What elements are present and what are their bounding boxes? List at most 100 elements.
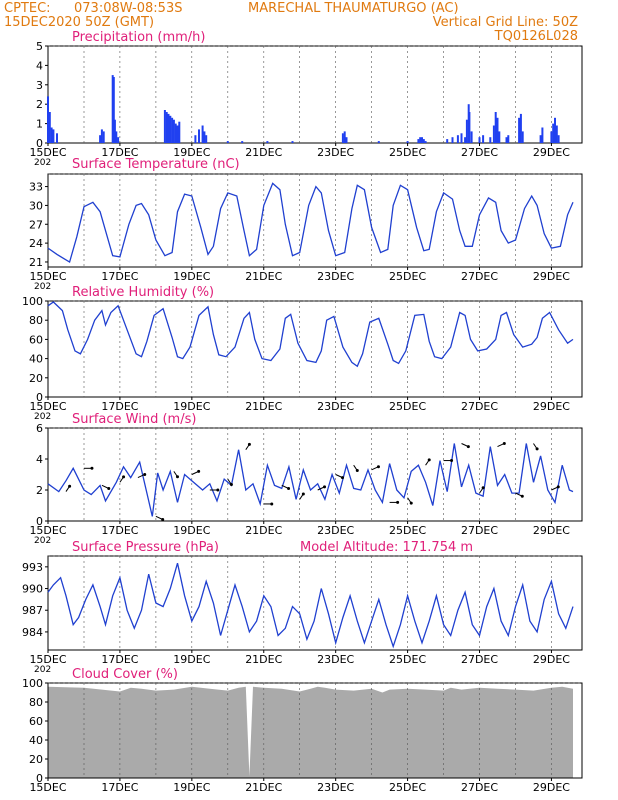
header-label: CPTEC: xyxy=(4,1,51,16)
pressure-title: Surface Pressure (hPa) xyxy=(72,540,219,555)
model-altitude: Model Altitude: 171.754 m xyxy=(300,540,473,555)
precipitation-ytick-label: 5 xyxy=(36,40,43,53)
precipitation-bar xyxy=(521,131,524,143)
wind-xtick-label: 17DEC xyxy=(101,524,138,537)
humidity-xtick-label: 19DEC xyxy=(173,400,210,413)
precipitation-bar xyxy=(341,133,344,143)
precipitation-xtick-label: 19DEC xyxy=(173,146,210,159)
humidity-ytick-label: 20 xyxy=(29,372,43,385)
precipitation-bar xyxy=(377,141,380,143)
wind-arrow-head xyxy=(175,475,179,479)
temperature-ytick-label: 33 xyxy=(29,181,43,194)
precipitation-bar xyxy=(482,135,485,143)
precipitation-bar xyxy=(291,141,294,143)
pressure-year-label: 202 xyxy=(34,665,51,675)
humidity-ytick-label: 80 xyxy=(29,314,43,327)
precipitation-ytick-label: 3 xyxy=(36,79,43,92)
precipitation-bar xyxy=(112,77,115,143)
precipitation-bar xyxy=(494,112,497,143)
precipitation-bar xyxy=(555,125,558,143)
precipitation-bar xyxy=(507,135,510,143)
humidity-xtick-label: 27DEC xyxy=(461,400,498,413)
pressure-xtick-label: 19DEC xyxy=(173,653,210,666)
wind-ytick-label: 4 xyxy=(36,453,43,466)
wind-arrow-head xyxy=(466,445,470,449)
precipitation-bar xyxy=(52,129,55,143)
precipitation-bar xyxy=(48,112,51,143)
precipitation-panel: Precipitation (mm/h) 0 1 2 3 4 5 15DEC 17DEC 19D… xyxy=(29,30,583,168)
cloud-cover-title: Cloud Cover (%) xyxy=(72,667,178,682)
precipitation-ytick-label: 0 xyxy=(36,137,43,150)
precipitation-bar xyxy=(465,119,468,143)
wind-arrow-head xyxy=(301,492,305,496)
wind-arrow-head xyxy=(90,466,94,470)
precipitation-bar xyxy=(241,141,244,143)
precipitation-bar xyxy=(539,135,542,143)
precipitation-bar xyxy=(165,112,168,143)
precipitation-bar xyxy=(50,127,53,143)
precipitation-ytick-label: 1 xyxy=(36,118,43,131)
cloud-cover-xtick-label: 25DEC xyxy=(389,781,426,794)
wind-year-label: 202 xyxy=(34,536,51,546)
pressure-ytick-label: 990 xyxy=(22,583,43,596)
header-coordinates: 073:08W-08:53S xyxy=(74,1,182,16)
wind-series-line xyxy=(47,443,574,517)
precipitation-bar xyxy=(470,131,473,143)
wind-xtick-label: 23DEC xyxy=(317,524,354,537)
humidity-series-line xyxy=(47,301,574,368)
wind-ytick-label: 0 xyxy=(36,515,43,528)
temperature-title: Surface Temperature (nC) xyxy=(72,157,240,172)
header-date: 15DEC2020 50Z (GMT) xyxy=(4,15,154,30)
cloud-cover-xtick-label: 23DEC xyxy=(317,781,354,794)
header-grid-line: Vertical Grid Line: 50Z xyxy=(433,15,578,30)
precipitation-bar xyxy=(163,110,166,143)
precipitation-ytick-label: 4 xyxy=(36,59,43,72)
temperature-xtick-label: 29DEC xyxy=(533,270,570,283)
precipitation-bar xyxy=(47,96,49,143)
precipitation-bar xyxy=(406,141,409,143)
wind-arrow-head xyxy=(556,485,560,489)
wind-arrow-head xyxy=(122,475,126,479)
temperature-ytick-label: 27 xyxy=(29,218,43,231)
precipitation-bar xyxy=(169,115,172,143)
wind-arrow-head xyxy=(197,469,201,473)
precipitation-bar xyxy=(167,113,170,143)
precipitation-bar xyxy=(201,125,204,143)
precipitation-xtick-label: 27DEC xyxy=(461,146,498,159)
precipitation-bar xyxy=(496,117,499,143)
cloud-cover-area xyxy=(48,686,573,778)
wind-arrow-head xyxy=(450,459,454,463)
precipitation-bar xyxy=(421,137,423,143)
precipitation-bar xyxy=(345,137,348,143)
wind-arrow-head xyxy=(229,482,233,486)
wind-arrow-head xyxy=(323,485,327,489)
precipitation-bar xyxy=(424,141,427,143)
header-location: MARECHAL THAUMATURGO (AC) xyxy=(248,1,459,16)
humidity-title: Relative Humidity (%) xyxy=(72,285,214,300)
precipitation-bar xyxy=(117,137,120,143)
cloud-cover-ytick-label: 0 xyxy=(36,772,43,785)
wind-arrow-head xyxy=(502,441,506,445)
cloud-cover-xtick-label: 29DEC xyxy=(533,781,570,794)
precipitation-bar xyxy=(498,131,501,143)
precipitation-bar xyxy=(171,117,174,143)
humidity-xtick-label: 21DEC xyxy=(245,400,282,413)
wind-arrow-head xyxy=(107,486,111,490)
pressure-xtick-label: 23DEC xyxy=(317,653,354,666)
precipitation-bar xyxy=(100,129,103,143)
precipitation-ytick-label: 2 xyxy=(36,98,43,111)
cloud-cover-ytick-label: 100 xyxy=(22,677,43,690)
precipitation-bar xyxy=(557,135,560,143)
precipitation-bar xyxy=(205,135,208,143)
cloud-cover-xtick-label: 21DEC xyxy=(245,781,282,794)
wind-arrow-head xyxy=(143,472,147,476)
temperature-xtick-label: 27DEC xyxy=(461,270,498,283)
precipitation-bar xyxy=(550,131,553,143)
precipitation-bar xyxy=(505,137,508,143)
temperature-ytick-label: 21 xyxy=(29,256,43,269)
precipitation-xtick-label: 29DEC xyxy=(533,146,570,159)
precipitation-bar xyxy=(456,135,459,143)
precipitation-bar xyxy=(226,141,229,143)
wind-xtick-label: 15DEC xyxy=(29,524,66,537)
